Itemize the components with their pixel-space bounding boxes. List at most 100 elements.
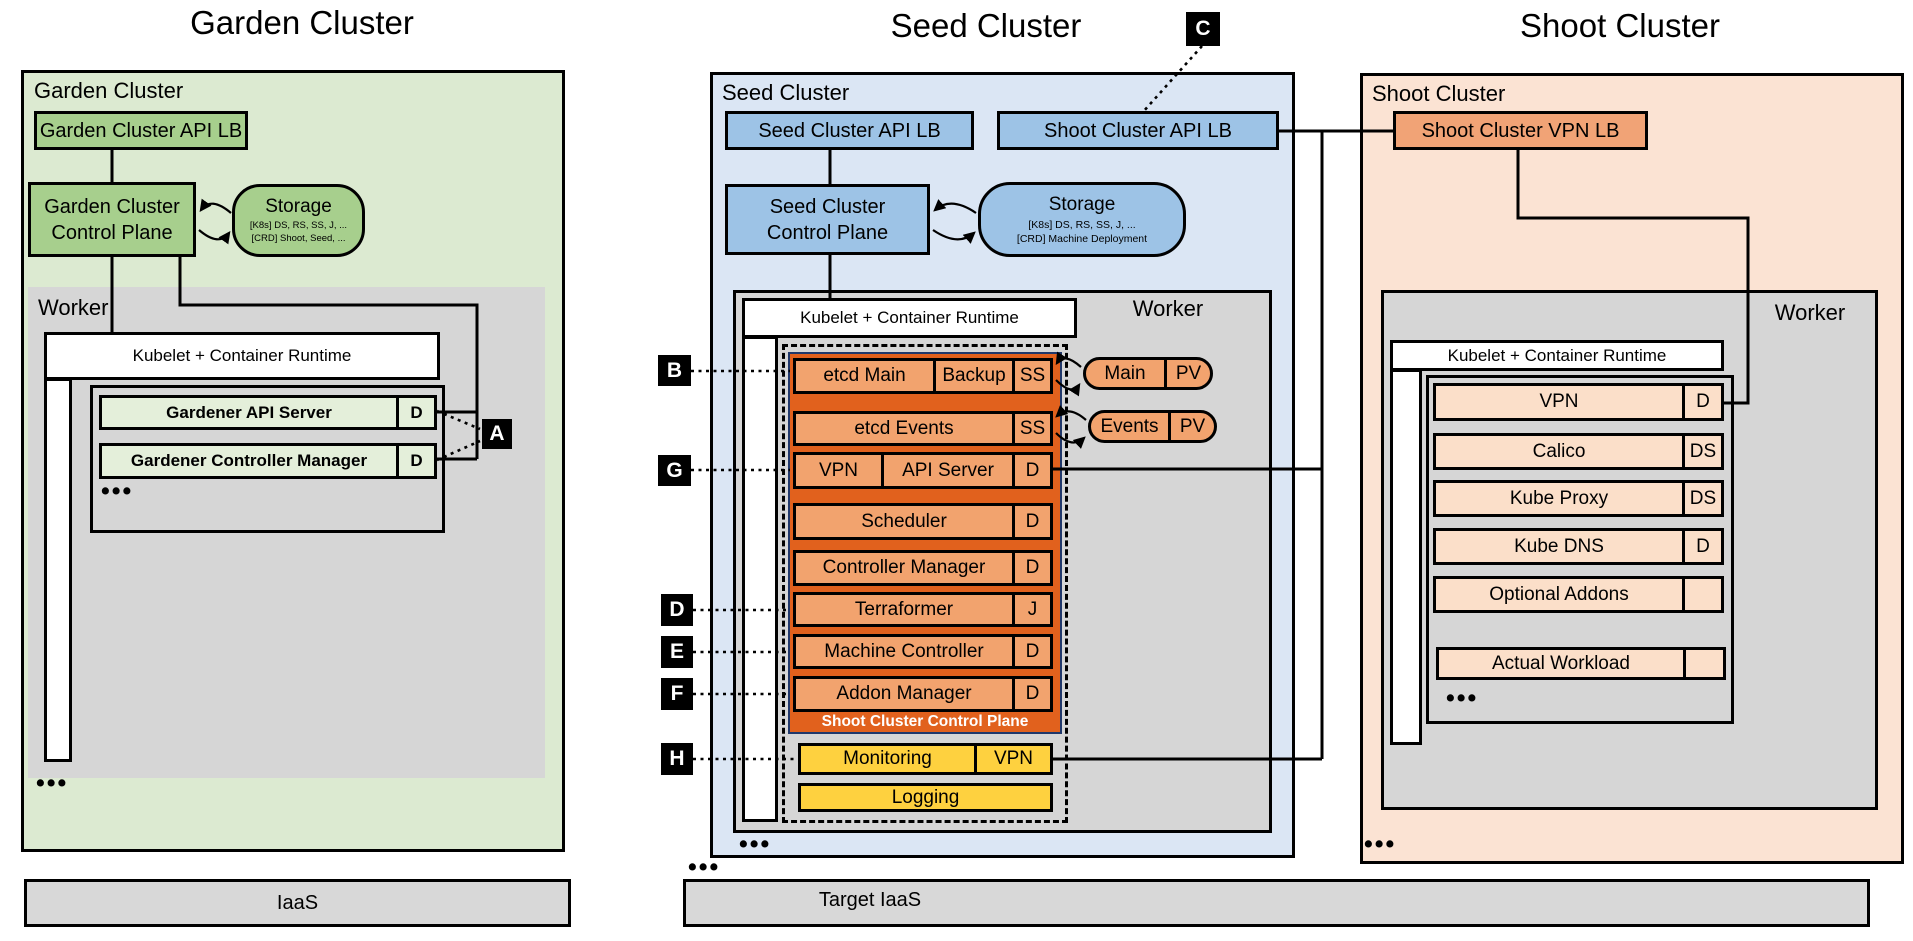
garden-storage-title: Storage — [265, 196, 332, 218]
etcd-main-volume-pill: Main PV — [1083, 357, 1213, 390]
seed-api-lb-label: Seed Cluster API LB — [758, 119, 941, 142]
garden-pod-controller-manager-label: Gardener Controller Manager — [130, 451, 368, 470]
kube-dns-label: Kube DNS — [1514, 535, 1604, 557]
volume-main-tag: PV — [1164, 360, 1210, 387]
garden-iaas-label: IaaS — [276, 891, 319, 914]
seed-storage-pill: Storage [K8s] DS, RS, SS, J, ... [CRD] M… — [978, 182, 1186, 257]
optional-addons-label: Optional Addons — [1489, 583, 1629, 605]
annotation-h-badge: H — [661, 743, 693, 775]
seed-monitoring-row: Monitoring VPN — [798, 743, 1053, 775]
garden-storage-k8s: [K8s] DS, RS, SS, J, ... — [249, 220, 348, 232]
garden-storage-crd: [CRD] Shoot, Seed, ... — [251, 232, 346, 244]
seed-storage-crd: [CRD] Machine Deployment — [1016, 232, 1148, 245]
seed-api-server-label: API Server — [902, 459, 994, 481]
shoot-api-lb-label: Shoot Cluster API LB — [1044, 119, 1232, 142]
seed-pod-row-machine-controller: Machine Controller D — [793, 634, 1053, 669]
shoot-cluster-title: Shoot Cluster — [1520, 7, 1720, 44]
monitoring-label: Monitoring — [843, 748, 932, 769]
shoot-workers-ellipsis: ••• — [1364, 830, 1397, 858]
controller-manager-tag: D — [1012, 553, 1050, 583]
shoot-vpn-lb-box: Shoot Cluster VPN LB — [1393, 111, 1648, 150]
garden-api-lb-label: Garden Cluster API LB — [39, 119, 243, 142]
shoot-kubelet-box: Kubelet + Container Runtime — [1390, 340, 1724, 371]
seed-pod-row-controller-manager: Controller Manager D — [793, 550, 1053, 586]
seed-control-plane-line2: Control Plane — [766, 221, 889, 244]
seed-control-plane-box: Seed Cluster Control Plane — [725, 184, 930, 255]
garden-pod-api-server-label: Gardener API Server — [166, 402, 332, 422]
logging-label: Logging — [891, 786, 960, 808]
etcd-main-tag: SS — [1012, 361, 1050, 391]
garden-control-plane-box: Garden Cluster Control Plane — [28, 182, 196, 257]
garden-api-lb-box: Garden Cluster API LB — [34, 111, 248, 150]
seed-pod-row-etcd-events: etcd Events SS — [793, 411, 1053, 446]
garden-kubelet-label: Kubelet + Container Runtime — [132, 346, 352, 365]
garden-worker-label: Worker — [38, 295, 109, 320]
garden-workers-ellipsis: ••• — [36, 769, 69, 797]
shoot-pod-row-actual-workload: Actual Workload — [1436, 647, 1726, 680]
annotation-c-badge: C — [1186, 12, 1220, 46]
seed-kubelet-label: Kubelet + Container Runtime — [800, 308, 1019, 327]
garden-cluster-title: Garden Cluster — [190, 4, 414, 41]
garden-iaas-bar: IaaS — [24, 879, 571, 927]
seed-cluster-title: Seed Cluster — [890, 7, 1082, 44]
scheduler-label: Scheduler — [861, 510, 947, 532]
seed-pods-ellipsis: ••• — [739, 830, 772, 858]
seed-pod-row-scheduler: Scheduler D — [793, 503, 1053, 540]
shoot-pod-row-vpn: VPN D — [1433, 383, 1724, 421]
target-iaas-label: Target IaaS — [818, 889, 922, 911]
machine-controller-label: Machine Controller — [824, 640, 984, 662]
shoot-api-lb-box: Shoot Cluster API LB — [997, 111, 1279, 150]
shoot-pod-row-kube-dns: Kube DNS D — [1433, 528, 1724, 565]
machine-controller-tag: D — [1012, 637, 1050, 666]
garden-kubelet-box: Kubelet + Container Runtime — [44, 332, 440, 380]
kube-proxy-tag: DS — [1682, 483, 1721, 514]
addon-manager-label: Addon Manager — [836, 683, 972, 704]
shoot-pods-ellipsis: ••• — [1446, 684, 1479, 712]
shoot-vpn-tag: D — [1682, 386, 1721, 418]
seed-pod-row-etcd-main: etcd Main Backup SS — [793, 358, 1053, 394]
annotation-d-badge: D — [661, 594, 693, 626]
shoot-pod-row-optional-addons: Optional Addons — [1433, 576, 1724, 613]
garden-cluster-label: Garden Cluster — [34, 78, 184, 103]
actual-workload-label: Actual Workload — [1492, 652, 1630, 674]
target-iaas-bar — [683, 879, 1870, 927]
seed-pod-row-terraformer: Terraformer J — [793, 592, 1053, 627]
kube-proxy-label: Kube Proxy — [1509, 487, 1609, 509]
garden-storage-pill: Storage [K8s] DS, RS, SS, J, ... [CRD] S… — [232, 184, 365, 257]
shoot-control-plane-group-label: Shoot Cluster Control Plane — [821, 713, 1029, 730]
terraformer-tag: J — [1012, 595, 1050, 624]
annotation-f-badge: F — [661, 678, 693, 710]
shoot-pod-row-kube-proxy: Kube Proxy DS — [1433, 480, 1724, 517]
shoot-kubelet-column — [1390, 369, 1422, 745]
etcd-events-tag: SS — [1012, 414, 1050, 443]
shoot-kubelet-label: Kubelet + Container Runtime — [1447, 345, 1667, 365]
shoot-vpn-lb-label: Shoot Cluster VPN LB — [1421, 119, 1620, 142]
seed-kubelet-box: Kubelet + Container Runtime — [742, 298, 1077, 338]
annotation-a-badge: A — [482, 419, 512, 449]
shoot-vpn-label: VPN — [1539, 391, 1579, 412]
shoot-pod-row-calico: Calico DS — [1433, 433, 1724, 470]
controller-manager-label: Controller Manager — [822, 557, 986, 578]
garden-pod-row-api-server: Gardener API Server D — [99, 395, 437, 430]
annotation-e-badge: E — [661, 636, 693, 668]
calico-label: Calico — [1532, 440, 1586, 462]
scheduler-tag: D — [1012, 506, 1050, 537]
etcd-main-label: etcd Main — [823, 365, 906, 386]
optional-addons-tag — [1682, 579, 1721, 610]
seed-pod-row-api-server: VPN API Server D — [793, 452, 1053, 489]
garden-pods-ellipsis: ••• — [101, 477, 134, 505]
seed-worker-label: Worker — [1132, 296, 1204, 321]
calico-tag: DS — [1682, 436, 1721, 467]
seed-kubelet-column — [742, 336, 778, 822]
seed-pod-container — [782, 344, 1068, 823]
garden-control-plane-line1: Garden Cluster — [44, 195, 180, 218]
garden-pod-row-controller-manager: Gardener Controller Manager D — [99, 443, 437, 479]
seed-storage-title: Storage — [1048, 193, 1116, 215]
actual-workload-tag — [1683, 650, 1723, 677]
volume-main-label: Main — [1104, 362, 1146, 384]
etcd-main-backup-label: Backup — [933, 361, 1012, 391]
terraformer-label: Terraformer — [854, 598, 954, 620]
monitoring-vpn-label: VPN — [974, 746, 1050, 772]
seed-vpn-label: VPN — [796, 455, 884, 486]
garden-control-plane-line2: Control Plane — [51, 221, 173, 244]
